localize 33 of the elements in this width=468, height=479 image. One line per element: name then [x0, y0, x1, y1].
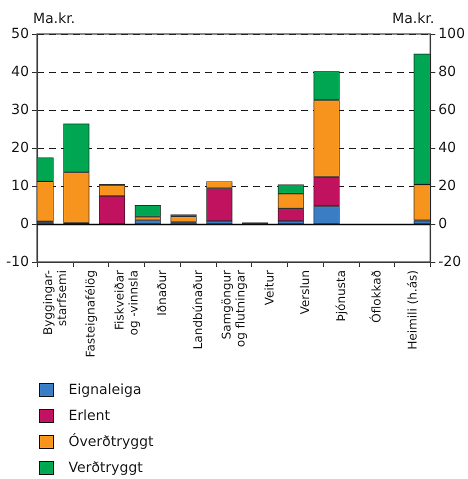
y2-axis-title: Ma.kr. [392, 11, 434, 27]
y2-tick-label: 100 [438, 26, 466, 42]
x-tick-label: Fasteignafélög [84, 270, 98, 358]
x-tick-label: Samgöngur og flutningar [220, 270, 248, 348]
y-tick-label: 0 [20, 216, 29, 232]
y2-tick-label: 0 [438, 216, 448, 232]
x-tick-label: Heimili (h.ás) [405, 270, 420, 350]
x-tick-label: Óflokkað [368, 270, 384, 323]
bar [170, 216, 197, 222]
bar [134, 220, 161, 224]
x-tick-label: Veitur [262, 270, 276, 306]
x-tick-label: Iðnaður [155, 270, 170, 316]
x-tick-label: Verslun [298, 270, 312, 314]
y2-tick-label: 60 [438, 102, 456, 118]
y2-tick-label: 40 [438, 140, 456, 156]
legend-label: Eignaleiga [68, 382, 142, 398]
x-tick-label: Þjónusta [334, 270, 348, 322]
x-tick-label: Byggingar- starfsemi [40, 270, 69, 335]
x-tick-label: Landbúnaður [190, 270, 205, 350]
legend-label: Verðtryggt [68, 460, 144, 476]
y-tick-label: 40 [11, 64, 29, 80]
y2-tick-label: 80 [438, 64, 456, 80]
bar [134, 205, 161, 217]
y2-tick-label: 20 [438, 178, 456, 194]
y-tick-label: 20 [11, 140, 29, 156]
legend-label: Erlent [68, 408, 110, 424]
y-tick-label: 10 [11, 178, 29, 194]
y2-tick-label: -20 [438, 254, 462, 270]
y-tick-label: -10 [6, 254, 29, 270]
y-tick-label: 50 [11, 26, 29, 42]
y-tick-label: 30 [11, 102, 29, 118]
y-axis-title: Ma.kr. [33, 11, 76, 27]
legend-label: Óverðtryggt [68, 433, 154, 450]
